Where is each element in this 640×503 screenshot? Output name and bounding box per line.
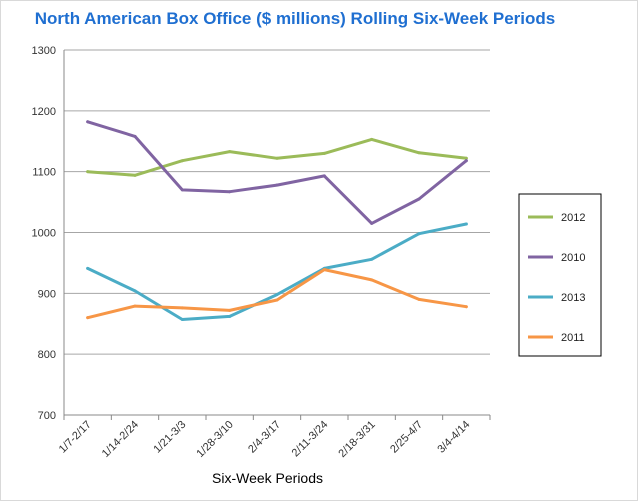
data-point	[180, 159, 184, 163]
y-tick-label: 1100	[32, 167, 56, 179]
data-point	[86, 120, 90, 124]
data-point	[275, 156, 279, 160]
data-point	[464, 305, 468, 309]
legend-label: 2013	[561, 292, 585, 304]
y-tick-label: 700	[38, 410, 56, 422]
data-point	[133, 289, 137, 293]
x-tick-label: 2/4-3/17	[246, 419, 283, 456]
axes	[63, 50, 491, 420]
series-lines	[86, 120, 468, 321]
legend-label: 2012	[561, 212, 585, 224]
data-point	[417, 232, 421, 236]
legend: 2012 2010 2013 2011	[518, 193, 602, 357]
data-point	[228, 150, 232, 154]
data-point	[86, 266, 90, 270]
data-point	[228, 190, 232, 194]
x-tick-label: 2/11-3/24	[290, 419, 331, 460]
y-tick-label: 800	[38, 349, 56, 361]
data-point	[228, 314, 232, 318]
x-tick-label: 3/4-4/14	[435, 419, 472, 456]
data-point	[464, 156, 468, 160]
data-point	[133, 304, 137, 308]
legend-label: 2011	[561, 332, 585, 344]
legend-label: 2010	[561, 252, 585, 264]
y-axis-ticks: 700 800 900 1000 1100 1200 1300	[32, 45, 56, 422]
data-point	[370, 257, 374, 261]
data-point	[275, 183, 279, 187]
x-tick-label: 1/28-3/10	[194, 419, 235, 460]
data-point	[417, 197, 421, 201]
x-axis-label: Six-Week Periods	[212, 470, 324, 486]
data-point	[322, 174, 326, 178]
data-point	[86, 170, 90, 174]
data-point	[228, 308, 232, 312]
data-point	[370, 137, 374, 141]
data-point	[86, 316, 90, 320]
data-point	[322, 268, 326, 272]
data-point	[464, 159, 468, 163]
x-axis-ticks: 1/7-2/17 1/14-2/24 1/21-3/3 1/28-3/10 2/4-3/…	[57, 419, 473, 460]
data-point	[133, 134, 137, 138]
legend-box	[518, 193, 602, 357]
data-point	[370, 221, 374, 225]
x-tick-label: 1/14-2/24	[100, 419, 141, 460]
data-point	[370, 278, 374, 282]
y-tick-label: 1000	[32, 228, 56, 240]
data-point	[275, 293, 279, 297]
data-point	[464, 222, 468, 226]
y-tick-label: 900	[38, 288, 56, 300]
x-tick-label: 2/18-3/31	[336, 419, 377, 460]
data-point	[275, 298, 279, 302]
data-point	[180, 317, 184, 321]
data-point	[322, 151, 326, 155]
x-tick-label: 1/7-2/17	[57, 419, 94, 456]
data-point	[133, 173, 137, 177]
y-tick-label: 1200	[32, 106, 56, 118]
data-point	[180, 188, 184, 192]
data-point	[180, 306, 184, 310]
y-tick-label: 1300	[32, 45, 56, 57]
x-tick-label: 1/21-3/3	[151, 419, 188, 456]
chart-title: North American Box Office ($ millions) R…	[34, 9, 556, 28]
x-tick-label: 2/25-4/7	[388, 419, 425, 456]
data-point	[417, 297, 421, 301]
data-point	[417, 151, 421, 155]
